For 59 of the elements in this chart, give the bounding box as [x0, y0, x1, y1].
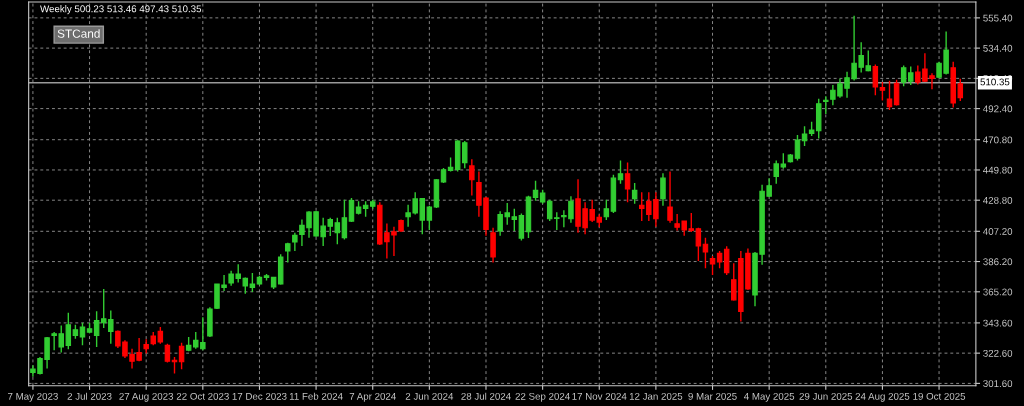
candlestick	[667, 170, 673, 224]
candlestick	[695, 227, 702, 262]
y-tick-label: 301.60	[983, 380, 1013, 388]
x-tick-label: 7 May 2023	[8, 392, 58, 402]
x-tick-label: 22 Oct 2023	[176, 392, 229, 400]
candlestick	[93, 310, 100, 348]
x-tick-label: 29 Jun 2025	[799, 392, 853, 400]
y-tick-label: 492.40	[983, 105, 1013, 113]
candlestick	[249, 272, 256, 293]
y-tick-label: 428.80	[983, 196, 1013, 204]
x-tick-label: 27 Aug 2023	[119, 392, 174, 402]
candlestick	[164, 342, 171, 364]
x-tick-label: 9 Mar 2025	[688, 392, 737, 400]
candlestick	[801, 125, 808, 147]
candlestick	[624, 161, 631, 203]
y-tick-label: 534.40	[983, 44, 1013, 52]
candlestick	[702, 236, 709, 269]
y-tick-label: 343.60	[983, 319, 1013, 327]
x-tick-label: 11 Feb 2024	[289, 392, 343, 400]
candlestick	[631, 182, 638, 205]
candlestick	[292, 232, 298, 252]
candlestick	[426, 204, 433, 231]
chart-title: Weekly 500.23 513.46 497.43 510.35	[40, 5, 202, 15]
candlestick	[341, 198, 348, 241]
x-tick-label: 19 Oct 2025	[913, 392, 966, 400]
candlestick	[709, 255, 716, 276]
candlestick	[348, 197, 355, 223]
candlestick	[872, 63, 879, 96]
candlestick	[469, 158, 475, 197]
candlestick	[617, 159, 624, 185]
candlestick	[879, 81, 886, 102]
x-tick-label: 28 Jul 2024	[461, 392, 511, 400]
candlestick	[893, 79, 900, 107]
x-tick-label: 2 Jun 2024	[405, 392, 454, 400]
candlestick	[79, 322, 86, 347]
x-tick-label: 17 Dec 2023	[232, 392, 287, 400]
candlestick	[886, 80, 893, 111]
x-tick-label: 22 Sep 2024	[515, 392, 570, 402]
candlestick	[143, 338, 149, 355]
x-tick-label: 4 May 2025	[743, 392, 795, 402]
annotation: STCand	[57, 29, 100, 38]
y-tick-label: 407.20	[983, 228, 1013, 235]
candlestick	[518, 212, 525, 242]
candlestick	[603, 198, 610, 221]
x-tick-label: 2 Jul 2023	[67, 392, 112, 400]
candlestick	[723, 245, 730, 276]
x-tick-label: 24 Aug 2025	[855, 392, 910, 402]
y-tick-label: 449.80	[983, 166, 1013, 174]
y-tick-label: 322.60	[983, 349, 1013, 357]
x-tick-label: 12 Jan 2025	[629, 392, 683, 400]
y-tick-label: 470.80	[983, 136, 1013, 144]
candlestick	[532, 180, 539, 202]
y-tick-label: 386.20	[983, 258, 1013, 266]
x-tick-label: 17 Nov 2024	[572, 392, 627, 400]
x-tick-label: 7 Apr 2024	[349, 392, 396, 402]
candlestick	[660, 172, 666, 207]
y-tick-label: 365.20	[983, 288, 1013, 296]
y-tick-label: 555.40	[983, 14, 1013, 22]
candlestick	[794, 134, 801, 162]
